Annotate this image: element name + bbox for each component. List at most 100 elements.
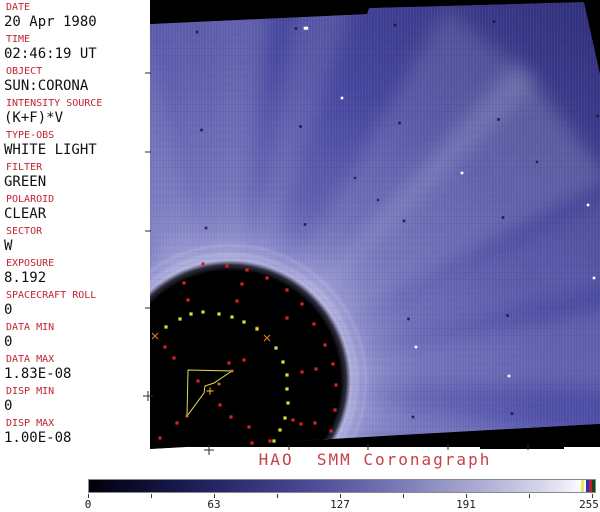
star-speck: [586, 203, 590, 207]
colorbar-tick: [277, 494, 278, 498]
red-calibration-dot: [229, 415, 233, 419]
field-type-obs: TYPE-OBS WHITE LIGHT: [0, 130, 148, 162]
fiducial-dot: [294, 27, 298, 30]
fiducial-dot: [501, 216, 505, 219]
field-time: TIME 02:46:19 UT: [0, 34, 148, 66]
colorbar-label: 255: [579, 498, 599, 511]
metadata-sidebar: DATE 20 Apr 1980 TIME 02:46:19 UT OBJECT SUN:…: [0, 0, 148, 449]
red-calibration-dot: [163, 345, 167, 349]
red-calibration-dot: [186, 298, 190, 302]
field-value: W: [4, 238, 13, 254]
colorbar-label: 0: [84, 498, 92, 511]
yellow-calibration-dot: [164, 325, 168, 329]
red-calibration-dot: [235, 299, 239, 303]
star-speck: [592, 276, 596, 280]
field-value: 0: [4, 398, 13, 414]
field-value: WHITE LIGHT: [4, 142, 97, 158]
star-speck: [460, 171, 464, 175]
red-calibration-dot: [334, 383, 338, 387]
colorbar-tick: [151, 494, 152, 498]
calibration-polygon: [186, 369, 234, 418]
fiducial-dot: [213, 422, 217, 426]
field-value: 0: [4, 302, 13, 318]
streamer-ray: [150, 2, 230, 381]
red-calibration-dot: [268, 439, 272, 443]
colorbar-tick: [340, 494, 341, 498]
red-calibration-dot: [299, 422, 303, 426]
streamer-ray: [215, 2, 275, 381]
red-calibration-dot: [313, 421, 317, 425]
field-date: DATE 20 Apr 1980: [0, 2, 148, 34]
yellow-calibration-dot: [255, 327, 259, 331]
red-calibration-dot: [285, 288, 289, 292]
field-label: EXPOSURE: [6, 258, 55, 269]
field-label: FILTER: [6, 162, 43, 173]
red-calibration-dot: [242, 358, 246, 362]
field-label: OBJECT: [6, 66, 43, 77]
yellow-calibration-dot: [278, 428, 282, 432]
star-speck: [303, 26, 309, 30]
field-label: TYPE-OBS: [6, 130, 55, 141]
red-calibration-dot: [255, 326, 259, 330]
field-value: SUN:CORONA: [4, 78, 89, 94]
fiducial-marks: [195, 16, 599, 426]
red-calibration-dot: [227, 361, 231, 365]
field-data-min: DATA MIN 0: [0, 322, 148, 354]
fiducial-dot: [299, 125, 302, 128]
field-value: (K+F)*V: [4, 110, 64, 126]
field-value: 20 Apr 1980: [4, 14, 97, 30]
fiducial-dot: [497, 118, 500, 121]
red-calibration-dot: [265, 276, 269, 280]
field-value: 0: [4, 334, 13, 350]
field-value: GREEN: [4, 174, 47, 190]
red-calibration-dot: [225, 264, 229, 268]
yellow-calibration-dot: [178, 317, 182, 321]
colorbar-label: 191: [456, 498, 476, 511]
field-value: 1.00E-08: [4, 430, 72, 446]
red-calibration-dot: [329, 429, 333, 433]
colorbar-tick: [403, 494, 404, 498]
field-label: DATE: [6, 2, 31, 13]
red-calibration-dot: [323, 343, 327, 347]
dark-speck: [376, 198, 380, 202]
red-calibration-dot: [312, 322, 316, 326]
field-spacecraft-roll: SPACECRAFT ROLL 0: [0, 290, 148, 322]
red-calibration-dot: [201, 262, 205, 266]
plus-marker: [206, 387, 214, 395]
red-calibration-dot: [218, 403, 222, 407]
fiducial-dot: [312, 419, 316, 422]
star-speck: [414, 345, 418, 349]
field-data-max: DATA MAX 1.83E-08: [0, 354, 148, 386]
yellow-calibration-dot: [285, 373, 289, 377]
red-calibration-dot: [314, 367, 318, 371]
red-calibration-dot: [172, 356, 176, 360]
red-calibration-dot: [175, 421, 179, 425]
colorbar-label: 127: [330, 498, 350, 511]
fiducial-dot: [303, 223, 307, 226]
calibration-overlay: [151, 262, 338, 445]
fiducial-dot: [402, 219, 406, 223]
field-polaroid: POLAROID CLEAR: [0, 194, 148, 226]
red-calibration-dot: [245, 268, 249, 272]
star-speck: [340, 96, 344, 100]
x-marker: [263, 334, 271, 342]
colorbar: [88, 479, 596, 493]
yellow-calibration-dot: [283, 416, 287, 420]
yellow-calibration-dot: [189, 312, 193, 316]
field-label: INTENSITY SOURCE: [6, 98, 103, 109]
star-specks: [303, 26, 596, 378]
field-label: DATA MAX: [6, 354, 55, 365]
axis-ticks: [143, 72, 529, 455]
red-calibration-dot: [291, 418, 295, 422]
field-label: SPACECRAFT ROLL: [6, 290, 97, 301]
colorbar-tick: [592, 494, 593, 498]
red-calibration-dot: [250, 441, 254, 445]
x-marker: [151, 332, 159, 340]
red-calibration-dot: [333, 408, 337, 412]
field-disp-min: DISP MIN 0: [0, 386, 148, 418]
streamer-ray: [230, 299, 600, 389]
fiducial-dot: [204, 226, 208, 230]
colorbar-tick: [466, 494, 467, 498]
fiducial-dot: [398, 121, 401, 125]
